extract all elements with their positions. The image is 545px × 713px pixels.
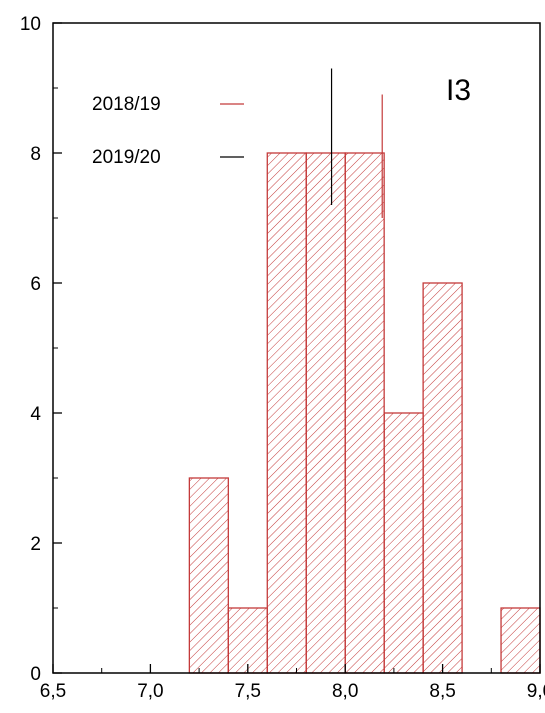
histogram-bar: [422, 282, 463, 674]
x-tick-label: 7,0: [137, 681, 163, 702]
y-axis: 0 2 4 6 8 10: [20, 14, 62, 685]
x-tick-label: 9,0: [527, 681, 545, 702]
histogram-bars: [188, 152, 541, 674]
histogram-bar: [266, 152, 307, 674]
y-tick-label: 6: [30, 274, 41, 295]
panel-label: I3: [446, 74, 471, 107]
x-tick-label: 8,5: [429, 681, 455, 702]
y-tick-label: 4: [30, 404, 41, 425]
x-tick-label: 8,0: [332, 681, 358, 702]
x-tick-label: 6,5: [40, 681, 66, 702]
histogram-bar: [383, 412, 424, 674]
y-tick-label: 2: [30, 534, 41, 555]
histogram-bar: [188, 477, 229, 674]
x-axis: 6,5 7,0 7,5 8,0 8,5 9,0: [40, 664, 545, 702]
histogram-bar: [227, 607, 268, 674]
y-tick-label: 10: [20, 14, 41, 35]
legend: 2018/19 2019/20: [92, 94, 244, 168]
y-tick-label: 0: [30, 664, 41, 685]
marker-lines: [330, 68, 383, 218]
x-tick-label: 7,5: [235, 681, 261, 702]
histogram-bar: [344, 152, 385, 674]
y-tick-label: 8: [30, 144, 41, 165]
histogram-bar: [305, 152, 346, 674]
legend-label: 2018/19: [92, 94, 161, 115]
histogram-bar: [500, 607, 541, 674]
legend-label: 2019/20: [92, 147, 161, 168]
